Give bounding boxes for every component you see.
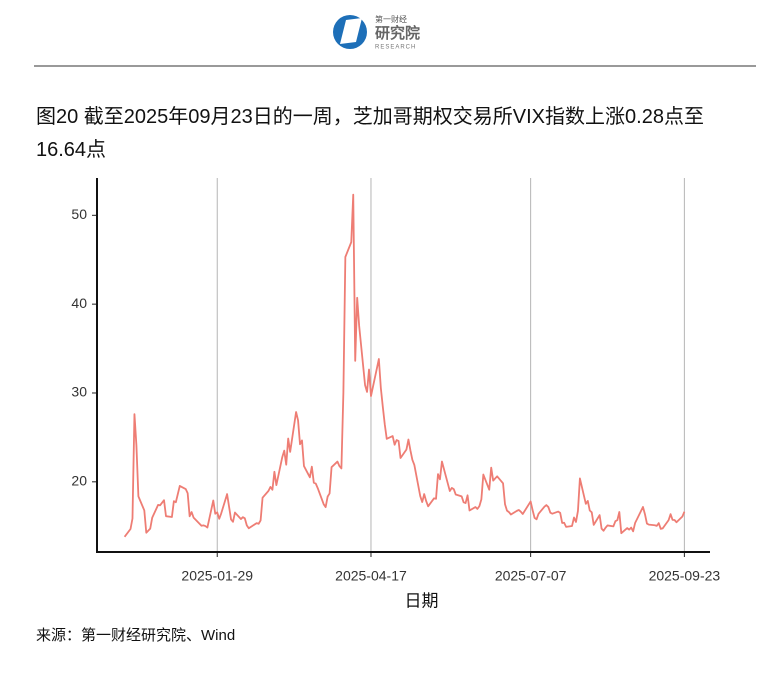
x-tick-label: 2025-09-23: [649, 568, 721, 584]
y-tick-label: 50: [71, 206, 87, 222]
logo: 第一财经 研究院 RESEARCH: [333, 14, 420, 51]
logo-sub: 研究院: [375, 24, 420, 42]
source-note: 来源：第一财经研究院、Wind: [36, 627, 236, 644]
data-line: [123, 193, 686, 538]
chart-title: 图20 截至2025年09月23日的一周，芝加哥期权交易所VIX指数上涨0.28…: [36, 106, 704, 161]
x-tick-label: 2025-07-07: [495, 568, 567, 584]
y-tick-label: 30: [71, 384, 87, 400]
logo-en: RESEARCH: [375, 45, 416, 51]
x-tick-label: 2025-04-17: [335, 568, 407, 584]
x-tick-label: 2025-01-29: [181, 568, 253, 584]
logo-mark: [340, 18, 362, 44]
plot: 2025-01-29 2025-04-17 2025-07-07 2025-09-23…: [71, 178, 720, 610]
y-tick-label: 40: [71, 295, 87, 311]
logo-name: 第一财经: [375, 14, 407, 24]
y-tick-label: 20: [71, 473, 87, 489]
x-axis-label: 日期: [405, 591, 439, 610]
